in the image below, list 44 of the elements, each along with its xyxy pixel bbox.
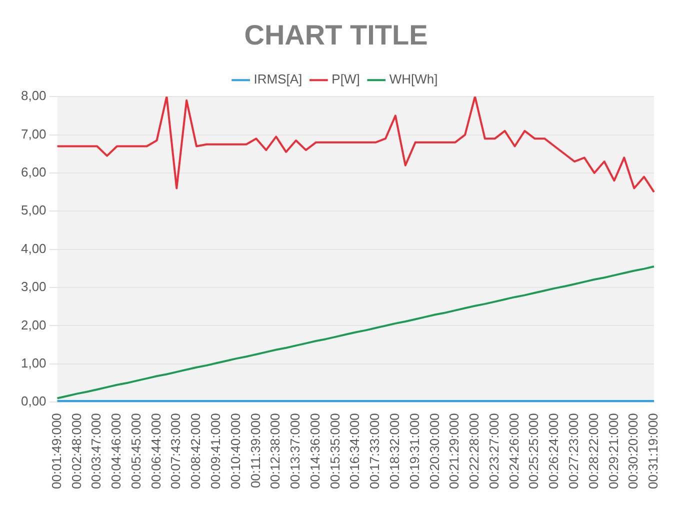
y-tick-label: 3,00 [20, 279, 46, 294]
y-tick-label: 2,00 [20, 317, 46, 332]
chart-title: CHART TITLE [244, 20, 428, 51]
x-tick-label: 00:12:38:000 [268, 413, 283, 489]
x-tick-label: 00:18:32:000 [387, 413, 402, 489]
y-tick-label: 5,00 [20, 202, 46, 218]
x-tick-label: 00:22:28:000 [466, 413, 482, 489]
x-tick-label: 00:27:23:000 [566, 413, 582, 489]
x-tick-label: 00:19:31:000 [406, 413, 422, 489]
x-tick-label: 00:21:29:000 [446, 413, 462, 489]
y-tick-label: 6,00 [20, 164, 46, 180]
x-tick-label: 00:16:34:000 [347, 413, 362, 489]
y-tick-label: 0,00 [20, 394, 46, 409]
legend-label: WH[Wh] [389, 72, 438, 87]
y-tick-label: 4,00 [20, 240, 46, 256]
x-tick-label: 00:04:46:000 [108, 413, 124, 489]
x-tick-label: 00:29:21:000 [606, 413, 621, 489]
x-tick-label: 00:23:27:000 [486, 413, 502, 489]
x-tick-label: 00:31:19:000 [646, 413, 661, 489]
x-tick-label: 00:24:26:000 [506, 413, 522, 489]
x-tick-label: 00:05:45:000 [128, 413, 144, 489]
x-tick-label: 00:26:24:000 [546, 413, 562, 489]
x-tick-label: 00:20:30:000 [426, 413, 442, 489]
x-tick-label: 00:11:39:000 [248, 413, 263, 488]
x-tick-label: 00:09:41:000 [208, 413, 223, 489]
x-tick-label: 00:08:42:000 [188, 413, 204, 489]
x-tick-label: 00:25:25:000 [526, 413, 542, 489]
x-tick-label: 00:03:47:000 [88, 413, 104, 489]
x-tick-label: 00:15:35:000 [327, 413, 342, 489]
x-tick-label: 00:28:22:000 [586, 413, 601, 489]
x-tick-label: 00:13:37:000 [288, 413, 303, 489]
x-tick-label: 00:10:40:000 [228, 413, 243, 489]
legend-label: IRMS[A] [254, 72, 302, 87]
x-tick-label: 00:14:36:000 [307, 413, 322, 489]
x-tick-label: 00:02:48:000 [68, 413, 84, 489]
legend-label: P[W] [332, 72, 360, 87]
x-tick-label: 00:01:49:000 [48, 413, 64, 489]
y-tick-label: 8,00 [20, 88, 46, 104]
x-tick-label: 00:06:44:000 [148, 413, 164, 489]
y-tick-label: 7,00 [20, 126, 46, 142]
y-tick-label: 1,00 [20, 355, 46, 370]
x-tick-label: 00:07:43:000 [168, 413, 184, 489]
x-tick-label: 00:17:33:000 [367, 413, 382, 489]
x-tick-label: 00:30:20:000 [626, 413, 641, 489]
